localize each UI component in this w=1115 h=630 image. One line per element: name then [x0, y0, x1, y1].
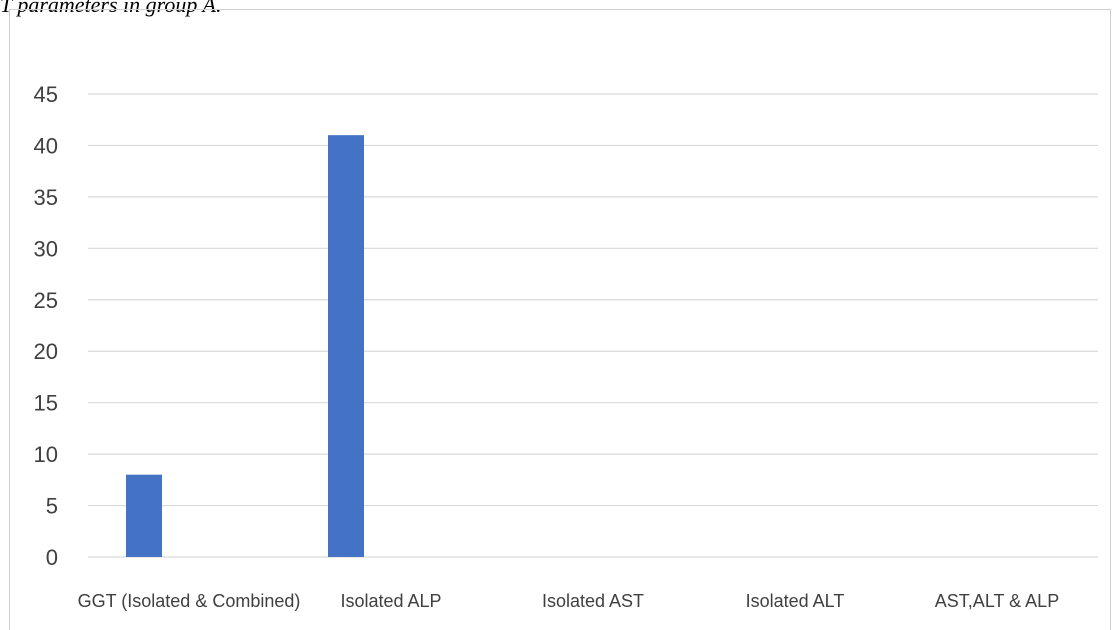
- y-tick-label: 15: [34, 391, 58, 416]
- y-tick-label: 40: [34, 133, 58, 158]
- y-tick-label: 0: [46, 545, 58, 570]
- category-label: GGT (Isolated & Combined): [78, 591, 301, 611]
- y-tick-label: 5: [46, 494, 58, 519]
- y-tick-label: 30: [34, 236, 58, 261]
- category-label: Isolated AST: [542, 591, 644, 611]
- figure-caption: T parameters in group A.: [0, 0, 222, 17]
- chart-frame: [9, 9, 1111, 630]
- y-tick-label: 35: [34, 185, 58, 210]
- bar: [126, 474, 162, 557]
- category-label: Isolated ALP: [340, 591, 441, 611]
- y-tick-label: 25: [34, 288, 58, 313]
- category-label: AST,ALT & ALP: [935, 591, 1059, 611]
- bar: [328, 135, 364, 557]
- category-label: Isolated ALT: [746, 591, 845, 611]
- y-tick-label: 10: [34, 442, 58, 467]
- y-tick-label: 20: [34, 339, 58, 364]
- y-tick-label: 45: [34, 82, 58, 107]
